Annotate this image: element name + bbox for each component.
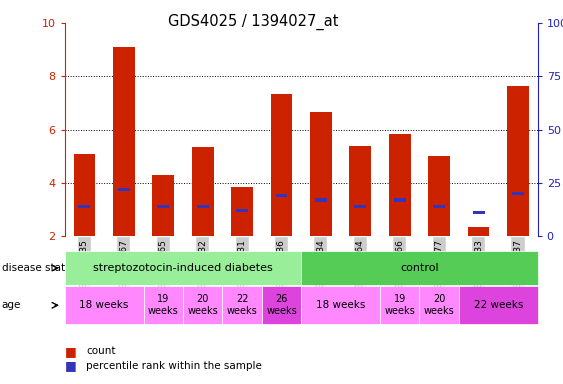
Bar <box>354 205 367 208</box>
Bar <box>231 187 253 236</box>
Text: 19
weeks: 19 weeks <box>385 295 415 316</box>
Text: control: control <box>400 263 439 273</box>
Text: percentile rank within the sample: percentile rank within the sample <box>86 361 262 371</box>
Bar <box>153 175 174 236</box>
Text: ■: ■ <box>65 359 77 372</box>
Bar <box>78 205 91 208</box>
Text: disease state: disease state <box>2 263 71 273</box>
Text: 22
weeks: 22 weeks <box>227 295 257 316</box>
Bar <box>196 205 209 208</box>
Text: age: age <box>2 300 21 310</box>
Text: streptozotocin-induced diabetes: streptozotocin-induced diabetes <box>93 263 273 273</box>
Text: 18 weeks: 18 weeks <box>316 300 365 310</box>
Bar <box>468 227 489 236</box>
Text: 22 weeks: 22 weeks <box>473 300 523 310</box>
Bar <box>74 154 95 236</box>
Text: 19
weeks: 19 weeks <box>148 295 178 316</box>
Text: 26
weeks: 26 weeks <box>266 295 297 316</box>
Bar <box>271 94 292 236</box>
Bar <box>512 192 524 195</box>
Bar <box>118 187 130 191</box>
Bar <box>428 156 450 236</box>
Bar <box>157 205 169 208</box>
Bar <box>275 194 288 197</box>
Bar <box>389 134 410 236</box>
Bar <box>507 86 529 236</box>
Bar <box>113 47 135 236</box>
Text: 20
weeks: 20 weeks <box>424 295 454 316</box>
Bar <box>394 198 406 202</box>
Bar <box>472 211 485 214</box>
Text: ■: ■ <box>65 345 77 358</box>
Bar <box>433 205 445 208</box>
Bar <box>350 146 371 236</box>
Text: GDS4025 / 1394027_at: GDS4025 / 1394027_at <box>168 13 338 30</box>
Bar <box>236 209 248 212</box>
Bar <box>315 198 327 202</box>
Text: count: count <box>86 346 115 356</box>
Bar <box>310 112 332 236</box>
Bar <box>192 147 213 236</box>
Text: 18 weeks: 18 weeks <box>79 300 129 310</box>
Text: 20
weeks: 20 weeks <box>187 295 218 316</box>
